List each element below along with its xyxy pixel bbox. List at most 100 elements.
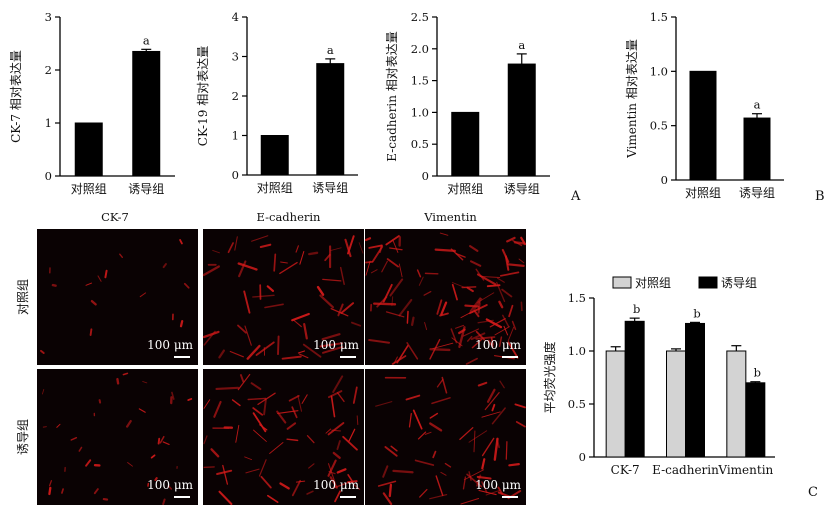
cell-mark bbox=[336, 440, 341, 451]
micrograph-panel: 100 μm bbox=[37, 229, 198, 365]
y-axis-label: CK-7 相对表达量 bbox=[9, 50, 23, 143]
cell-mark bbox=[89, 328, 93, 336]
cell-mark bbox=[352, 483, 361, 490]
cell-mark bbox=[303, 323, 308, 340]
cell-mark bbox=[295, 245, 299, 253]
cell-mark bbox=[436, 378, 444, 388]
cell-mark bbox=[183, 282, 190, 289]
cell-mark bbox=[468, 304, 488, 315]
cell-mark bbox=[358, 242, 364, 254]
cell-mark bbox=[327, 463, 336, 484]
cell-mark bbox=[508, 462, 520, 467]
significance-label: b bbox=[633, 302, 640, 316]
cell-mark bbox=[247, 397, 267, 401]
cell-mark bbox=[518, 258, 525, 264]
cell-mark bbox=[330, 308, 349, 317]
cell-mark bbox=[376, 296, 388, 308]
cell-mark bbox=[98, 399, 102, 404]
y-axis-label: E-cadherin 相对表达量 bbox=[385, 31, 399, 162]
bar bbox=[605, 350, 626, 458]
y-axis-label: Vimentin 相对表达量 bbox=[625, 39, 639, 159]
cell-mark bbox=[385, 311, 405, 318]
micrograph-background bbox=[37, 369, 198, 505]
micrograph-background bbox=[203, 229, 364, 365]
bar bbox=[624, 320, 645, 458]
bar bbox=[132, 50, 161, 177]
micrograph-panel: 100 μm bbox=[364, 229, 527, 365]
cell-mark bbox=[273, 253, 277, 272]
cell-mark bbox=[486, 284, 501, 288]
cell-mark bbox=[377, 480, 397, 487]
x-tick-label: 诱导组 bbox=[312, 181, 348, 195]
bar bbox=[726, 350, 747, 458]
cell-mark bbox=[280, 261, 288, 264]
cell-mark bbox=[264, 303, 284, 309]
cell-mark bbox=[277, 410, 299, 414]
cell-mark bbox=[451, 283, 458, 301]
cell-mark bbox=[316, 285, 325, 296]
cell-mark bbox=[414, 459, 435, 466]
cell-mark bbox=[497, 277, 505, 283]
micrograph-column-label: Vimentin bbox=[423, 210, 477, 224]
cell-mark bbox=[486, 388, 496, 403]
cell-mark bbox=[302, 343, 322, 358]
cell-mark bbox=[299, 353, 309, 359]
y-tick-label: 0 bbox=[579, 450, 586, 464]
bar bbox=[74, 122, 103, 177]
cell-mark bbox=[491, 403, 496, 412]
y-tick-label: 0 bbox=[661, 173, 668, 187]
cell-mark bbox=[162, 498, 166, 506]
cell-mark bbox=[90, 299, 97, 306]
cell-mark bbox=[85, 282, 93, 286]
cell-mark bbox=[429, 422, 443, 432]
cell-mark bbox=[61, 488, 64, 494]
cell-mark bbox=[306, 435, 315, 444]
cell-mark bbox=[460, 498, 480, 505]
significance-label: b bbox=[693, 306, 700, 320]
cell-mark bbox=[462, 476, 467, 490]
cell-mark bbox=[512, 239, 523, 247]
cell-mark bbox=[429, 412, 439, 419]
micrograph-panel: 100 μm bbox=[365, 369, 526, 506]
legend-swatch bbox=[698, 276, 718, 289]
cell-mark bbox=[167, 485, 173, 490]
cell-mark bbox=[48, 480, 53, 487]
cell-mark bbox=[507, 326, 515, 342]
significance-label: a bbox=[754, 98, 761, 112]
cell-mark bbox=[484, 391, 500, 411]
cell-mark bbox=[481, 458, 486, 470]
cell-mark bbox=[231, 399, 241, 407]
cell-mark bbox=[255, 341, 275, 356]
y-tick-label: 4 bbox=[232, 10, 239, 24]
cell-mark bbox=[503, 325, 509, 336]
cell-mark bbox=[337, 303, 344, 317]
scale-bar-label: 100 μm bbox=[147, 478, 194, 492]
micrograph-panel: 100 μm bbox=[37, 369, 198, 506]
cell-mark bbox=[243, 290, 251, 314]
cell-mark bbox=[245, 468, 260, 474]
cell-mark bbox=[308, 463, 315, 469]
cell-mark bbox=[327, 390, 343, 399]
cell-mark bbox=[364, 237, 372, 242]
cell-mark bbox=[324, 253, 331, 262]
y-tick-label: 2.0 bbox=[411, 42, 429, 56]
legend-entry: 诱导组 bbox=[721, 276, 757, 290]
cell-mark bbox=[325, 428, 332, 434]
cell-mark bbox=[392, 469, 414, 474]
y-tick-label: 1 bbox=[45, 116, 52, 130]
bar bbox=[507, 63, 536, 177]
cell-mark bbox=[93, 488, 99, 495]
cell-mark bbox=[463, 469, 485, 481]
cell-mark bbox=[439, 312, 449, 317]
cell-mark bbox=[473, 310, 480, 318]
y-tick-label: 0 bbox=[232, 168, 239, 182]
cell-mark bbox=[391, 296, 394, 307]
cell-mark bbox=[398, 263, 403, 278]
y-tick-label: 1.5 bbox=[568, 291, 586, 305]
cell-mark bbox=[508, 304, 514, 318]
cell-mark bbox=[319, 342, 344, 348]
